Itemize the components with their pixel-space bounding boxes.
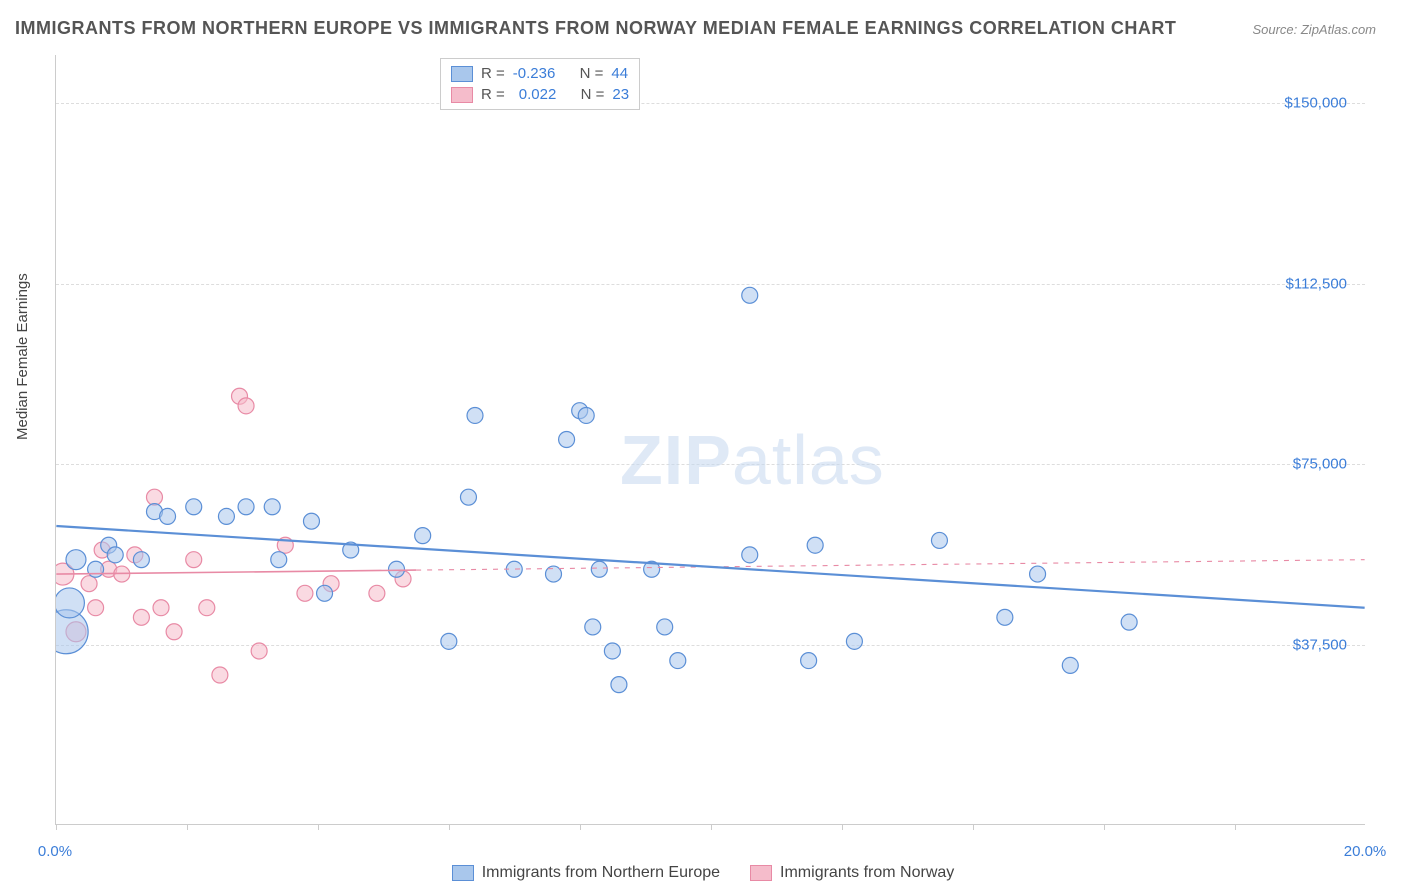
x-tick-mark — [973, 824, 974, 830]
data-point — [297, 585, 313, 601]
data-point — [1062, 657, 1078, 673]
data-point — [56, 588, 84, 618]
data-point — [801, 653, 817, 669]
legend-stats: R = -0.236 N = 44 R = 0.022 N = 23 — [440, 58, 640, 110]
data-point — [133, 552, 149, 568]
x-tick-label: 20.0% — [1344, 843, 1387, 860]
data-point — [160, 508, 176, 524]
data-point — [218, 508, 234, 524]
data-point — [166, 624, 182, 640]
chart-title: IMMIGRANTS FROM NORTHERN EUROPE VS IMMIG… — [15, 18, 1176, 39]
data-point — [88, 600, 104, 616]
data-point — [186, 552, 202, 568]
r-label: R = — [481, 86, 505, 103]
x-tick-mark — [1104, 824, 1105, 830]
x-tick-label: 0.0% — [38, 843, 72, 860]
data-point — [578, 407, 594, 423]
swatch-series-b — [750, 865, 772, 881]
data-point — [238, 499, 254, 515]
chart-svg — [56, 55, 1365, 824]
x-tick-mark — [842, 824, 843, 830]
data-point — [441, 633, 457, 649]
data-point — [317, 585, 333, 601]
data-point — [1121, 614, 1137, 630]
data-point — [742, 287, 758, 303]
legend-item-b: Immigrants from Norway — [750, 864, 954, 882]
data-point — [807, 537, 823, 553]
data-point — [670, 653, 686, 669]
data-point — [931, 532, 947, 548]
series-a-name: Immigrants from Northern Europe — [482, 864, 720, 882]
data-point — [238, 398, 254, 414]
data-point — [585, 619, 601, 635]
r-value-b: 0.022 — [519, 86, 557, 103]
series-b-name: Immigrants from Norway — [780, 864, 954, 882]
data-point — [66, 550, 86, 570]
data-point — [1030, 566, 1046, 582]
swatch-series-b — [451, 87, 473, 103]
data-point — [251, 643, 267, 659]
y-axis-title: Median Female Earnings — [14, 273, 31, 440]
data-point — [415, 528, 431, 544]
data-point — [81, 576, 97, 592]
x-tick-mark — [318, 824, 319, 830]
data-point — [88, 561, 104, 577]
data-point — [846, 633, 862, 649]
data-point — [742, 547, 758, 563]
data-point — [460, 489, 476, 505]
data-point — [559, 432, 575, 448]
data-point — [212, 667, 228, 683]
x-tick-mark — [1235, 824, 1236, 830]
x-tick-mark — [711, 824, 712, 830]
n-value-a: 44 — [611, 65, 628, 82]
data-point — [264, 499, 280, 515]
data-point — [611, 677, 627, 693]
data-point — [186, 499, 202, 515]
r-value-a: -0.236 — [513, 65, 556, 82]
data-point — [146, 489, 162, 505]
n-value-b: 23 — [612, 86, 629, 103]
legend-stats-row-b: R = 0.022 N = 23 — [451, 84, 629, 105]
legend-bottom: Immigrants from Northern Europe Immigran… — [0, 864, 1406, 882]
regression-line — [56, 526, 1364, 608]
data-point — [199, 600, 215, 616]
r-label: R = — [481, 65, 505, 82]
n-label: N = — [581, 86, 605, 103]
x-tick-mark — [449, 824, 450, 830]
x-tick-mark — [56, 824, 57, 830]
data-point — [467, 407, 483, 423]
legend-item-a: Immigrants from Northern Europe — [452, 864, 720, 882]
x-tick-mark — [580, 824, 581, 830]
data-point — [604, 643, 620, 659]
source-attribution: Source: ZipAtlas.com — [1252, 22, 1376, 37]
data-point — [107, 547, 123, 563]
data-point — [369, 585, 385, 601]
legend-stats-row-a: R = -0.236 N = 44 — [451, 63, 629, 84]
swatch-series-a — [451, 66, 473, 82]
data-point — [657, 619, 673, 635]
data-point — [591, 561, 607, 577]
x-tick-mark — [187, 824, 188, 830]
data-point — [997, 609, 1013, 625]
data-point — [153, 600, 169, 616]
data-point — [303, 513, 319, 529]
swatch-series-a — [452, 865, 474, 881]
data-point — [389, 561, 405, 577]
plot-area: $37,500$75,000$112,500$150,000 — [55, 55, 1365, 825]
n-label: N = — [580, 65, 604, 82]
data-point — [133, 609, 149, 625]
data-point — [271, 552, 287, 568]
